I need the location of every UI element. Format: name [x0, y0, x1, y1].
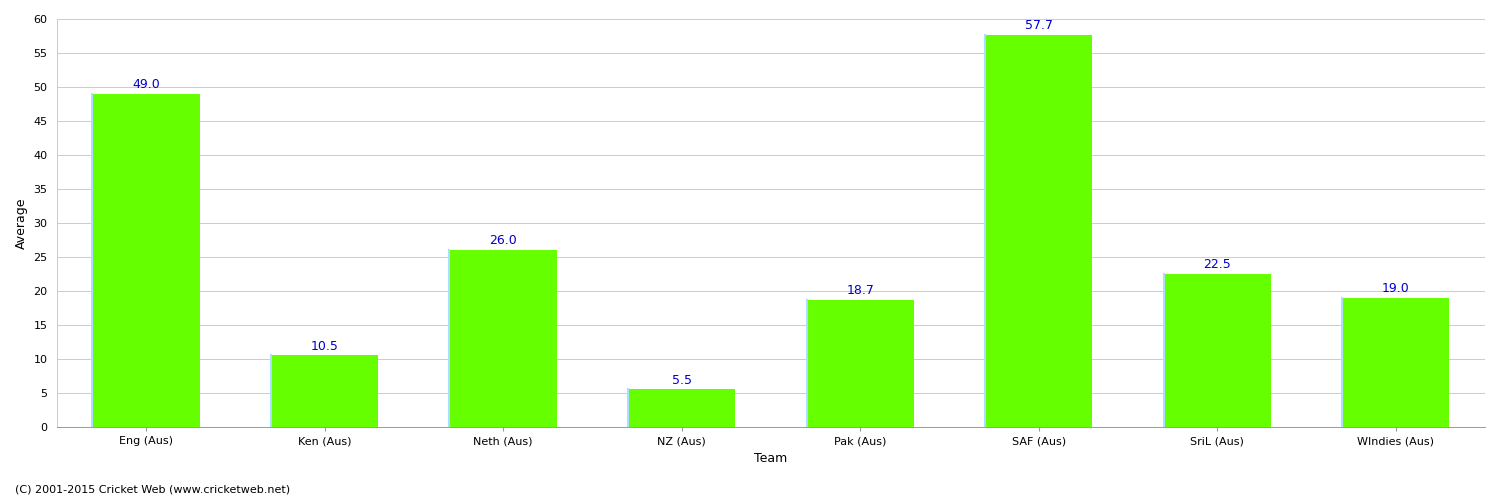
Text: 5.5: 5.5 — [672, 374, 692, 386]
Bar — [986, 34, 1092, 426]
Text: 57.7: 57.7 — [1024, 19, 1053, 32]
Text: 19.0: 19.0 — [1382, 282, 1410, 295]
Text: (C) 2001-2015 Cricket Web (www.cricketweb.net): (C) 2001-2015 Cricket Web (www.cricketwe… — [15, 485, 290, 495]
Text: 22.5: 22.5 — [1203, 258, 1231, 271]
Bar — [272, 356, 378, 426]
Bar — [628, 390, 735, 426]
Bar — [1342, 298, 1449, 426]
Text: 18.7: 18.7 — [846, 284, 874, 297]
Y-axis label: Average: Average — [15, 197, 28, 248]
Text: 49.0: 49.0 — [132, 78, 160, 91]
Text: 10.5: 10.5 — [310, 340, 339, 352]
Bar — [450, 250, 556, 426]
Bar — [807, 300, 913, 426]
Bar — [93, 94, 200, 426]
Bar — [1164, 274, 1270, 426]
X-axis label: Team: Team — [754, 452, 788, 465]
Text: 26.0: 26.0 — [489, 234, 518, 248]
